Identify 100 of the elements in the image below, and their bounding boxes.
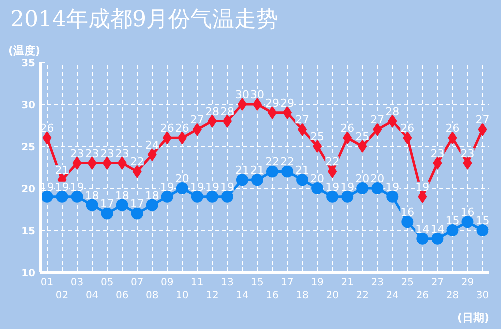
data-label: 23 (100, 147, 114, 160)
data-label: 18 (85, 189, 100, 202)
x-tick-label: 03 (70, 278, 84, 288)
x-tick-label: 05 (100, 278, 114, 288)
data-label: 19 (55, 180, 70, 194)
x-tick-label: 26 (416, 290, 430, 302)
x-tick-label: 04 (86, 290, 99, 302)
point (132, 165, 142, 178)
data-label: 17 (130, 198, 144, 211)
x-tick-label: 02 (56, 290, 69, 302)
point (71, 190, 84, 203)
point (252, 98, 262, 111)
data-label: 19 (386, 180, 400, 194)
data-label: 16 (400, 206, 415, 220)
point (432, 232, 444, 245)
data-label: 19 (160, 180, 174, 194)
point (282, 166, 294, 178)
point (176, 182, 188, 194)
x-tick-label: 09 (161, 278, 174, 288)
x-tick-label: 12 (206, 290, 219, 302)
data-label: 19 (326, 180, 340, 194)
x-tick-label: 18 (296, 290, 309, 302)
y-tick-label: 20 (22, 184, 36, 196)
point (41, 190, 54, 203)
x-tick-label: 17 (281, 278, 294, 288)
point (462, 216, 474, 228)
point (298, 123, 308, 136)
data-label: 22 (280, 156, 295, 169)
x-tick-label: 16 (266, 290, 279, 302)
data-label: 26 (400, 122, 415, 136)
point (146, 199, 158, 212)
x-tick-label: 25 (401, 278, 414, 288)
x-tick-label: 14 (236, 290, 249, 302)
y-tick-label: 15 (22, 226, 36, 238)
x-tick-label: 27 (431, 278, 444, 288)
data-label: 19 (205, 180, 220, 194)
y-tick-label: 25 (22, 142, 36, 154)
point (56, 190, 68, 203)
data-label: 27 (370, 114, 385, 127)
x-tick-label: 15 (251, 278, 264, 288)
data-label: 23 (115, 147, 130, 160)
data-label: 15 (476, 214, 490, 228)
point (236, 174, 248, 186)
point (206, 190, 218, 203)
data-label: 23 (460, 147, 475, 160)
point (312, 182, 324, 194)
point (266, 166, 279, 178)
y-tick-label: 10 (22, 268, 36, 280)
x-tick-label: 07 (130, 278, 144, 288)
point (386, 190, 399, 203)
data-label: 27 (296, 114, 310, 127)
point (358, 140, 368, 153)
x-tick-label: 08 (146, 290, 159, 302)
x-tick-label: 21 (341, 278, 354, 288)
point (42, 132, 52, 145)
point (313, 140, 322, 153)
data-label: 26 (340, 122, 355, 136)
data-label: 18 (145, 189, 160, 202)
point (416, 232, 429, 245)
data-label: 20 (356, 172, 370, 186)
x-tick-label: 23 (371, 278, 384, 288)
point (296, 174, 309, 186)
point (448, 132, 458, 145)
data-label: 26 (160, 122, 174, 136)
x-tick-label: 13 (221, 278, 234, 288)
point (101, 208, 114, 220)
data-label: 21 (55, 164, 70, 178)
x-tick-label: 20 (326, 290, 339, 302)
x-tick-label: 19 (311, 278, 324, 288)
data-label: 23 (430, 147, 445, 160)
data-label: 27 (190, 114, 204, 127)
data-label: 29 (266, 96, 280, 110)
x-tick-label: 29 (461, 278, 474, 288)
point (221, 190, 234, 203)
x-tick-label: 22 (356, 290, 369, 302)
x-tick-label: 28 (446, 290, 460, 302)
point (148, 148, 157, 162)
data-label: 19 (340, 180, 355, 194)
chart-title: 2014年成都9月份气温走势 (10, 8, 278, 32)
data-label: 26 (446, 122, 460, 136)
data-label: 28 (205, 105, 220, 118)
data-label: 27 (476, 114, 490, 127)
data-label: 22 (266, 156, 280, 169)
point (328, 165, 338, 178)
point (373, 123, 382, 136)
data-label: 20 (370, 172, 385, 186)
data-label: 22 (130, 156, 144, 169)
x-tick-label: 11 (191, 278, 204, 288)
y-tick-label: 30 (22, 100, 36, 112)
point (476, 224, 489, 236)
data-label: 15 (446, 214, 460, 228)
point (343, 132, 352, 145)
data-label: 20 (175, 172, 190, 186)
point (238, 98, 247, 111)
point (192, 123, 202, 136)
data-label: 25 (310, 130, 325, 144)
y-axis-title: (温度) (8, 44, 41, 58)
data-label: 19 (190, 180, 204, 194)
point (131, 208, 144, 220)
point (372, 182, 384, 194)
